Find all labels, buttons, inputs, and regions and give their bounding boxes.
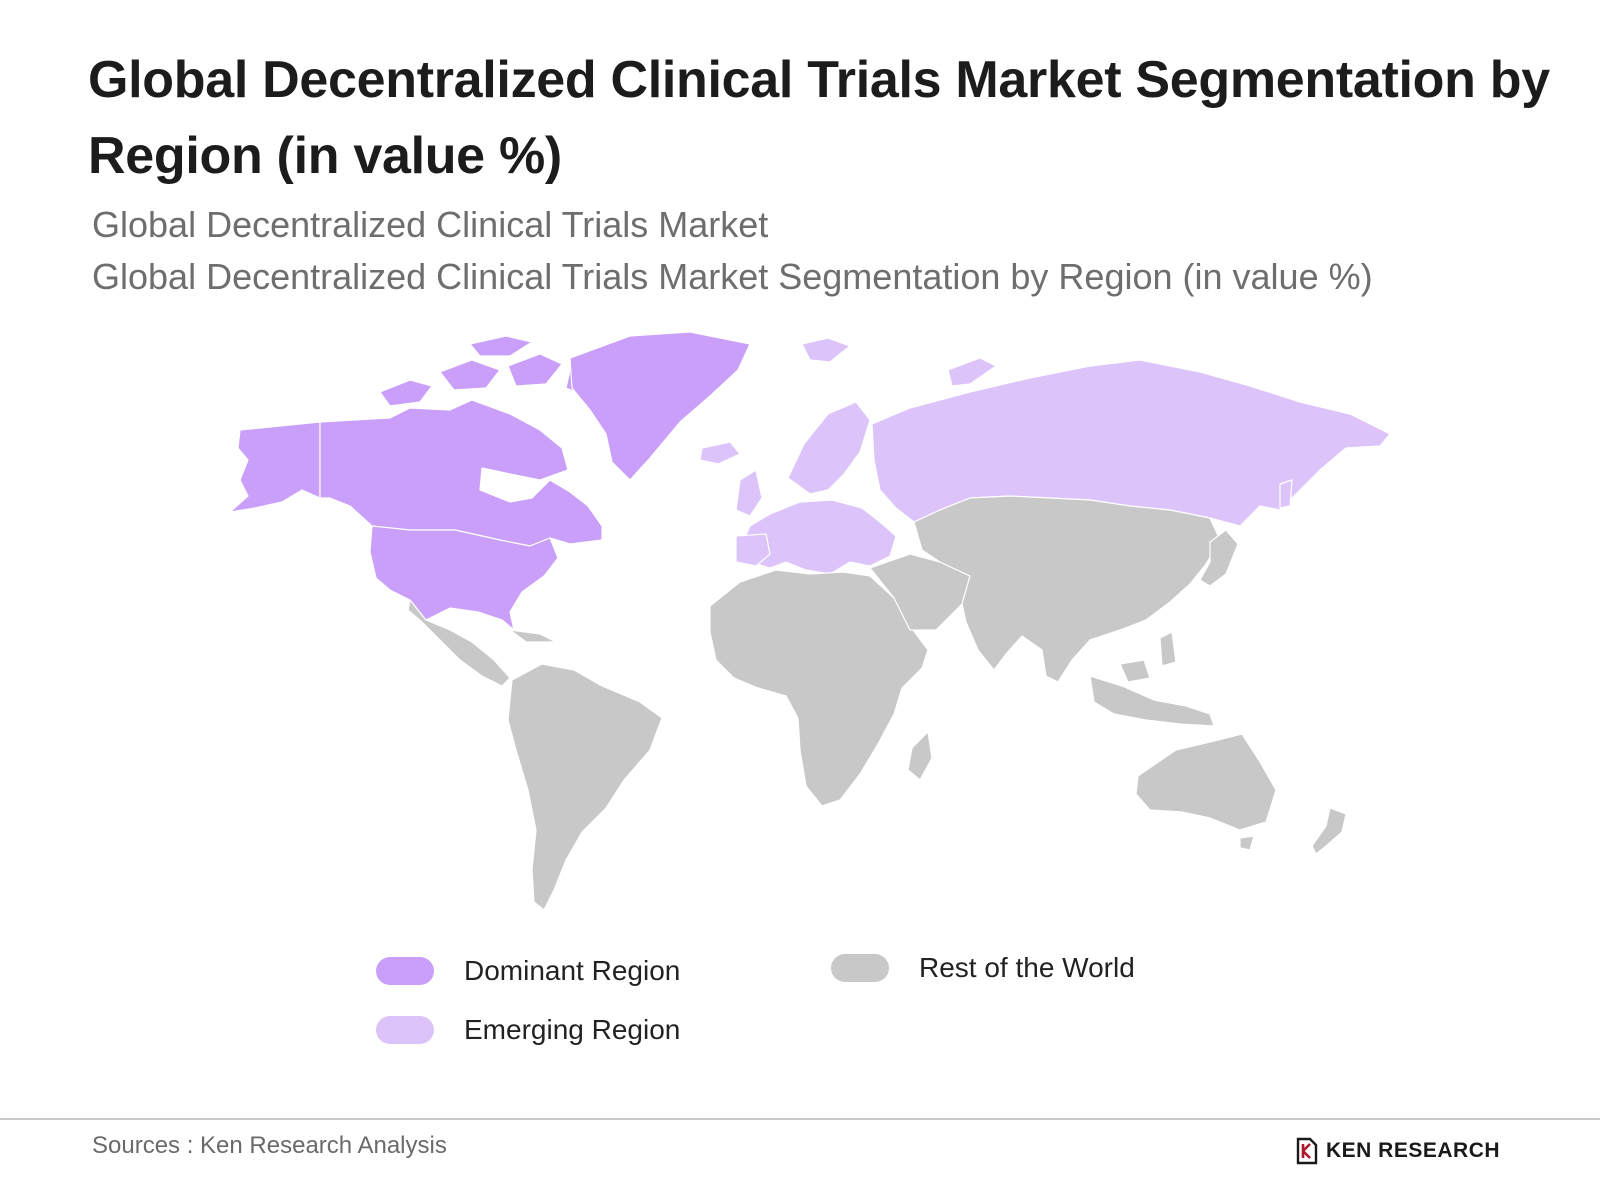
map-madagascar (907, 731, 933, 781)
map-australia (1135, 733, 1277, 831)
legend-swatch-emerging (376, 1016, 434, 1044)
source-note: Sources : Ken Research Analysis (92, 1132, 447, 1159)
map-south-america (507, 663, 663, 911)
map-europe (739, 499, 897, 575)
map-tasmania (1239, 835, 1255, 851)
legend-item-rest: Rest of the World (831, 952, 1135, 984)
legend-swatch-rest (831, 954, 889, 982)
map-mexico-central-america (407, 599, 511, 687)
map-greenland (569, 331, 751, 481)
map-scandinavia (787, 401, 871, 495)
subtitle-market: Global Decentralized Clinical Trials Mar… (92, 204, 769, 245)
map-southeast-asia-islands (1089, 631, 1215, 727)
region-rest-of-world (407, 495, 1347, 911)
map-alaska (229, 421, 321, 513)
map-novaya-zemlya (947, 357, 997, 387)
legend-item-dominant: Dominant Region (376, 955, 680, 987)
brand-logo: KEN RESEARCH (1296, 1136, 1500, 1166)
region-north-america (229, 331, 751, 631)
map-caribbean (509, 629, 557, 643)
ken-research-logo-icon (1296, 1137, 1318, 1165)
map-iceland (699, 441, 741, 465)
map-japan (1199, 529, 1239, 587)
legend-label-dominant: Dominant Region (464, 955, 681, 986)
footer-divider (0, 1118, 1600, 1120)
map-asia (913, 495, 1221, 683)
legend-swatch-dominant (376, 957, 434, 985)
map-uk (735, 469, 763, 517)
map-iberia (735, 533, 771, 567)
map-canada (319, 399, 603, 547)
map-svalbard (801, 337, 851, 363)
legend-label-emerging: Emerging Region (464, 1014, 681, 1045)
map-africa (709, 569, 929, 807)
legend-label-rest: Rest of the World (919, 952, 1135, 983)
world-map (229, 331, 1391, 911)
map-canada-arctic-islands (379, 335, 611, 407)
legend-item-emerging: Emerging Region (376, 1014, 680, 1046)
brand-name: KEN RESEARCH (1326, 1139, 1501, 1162)
subtitle-segmentation: Global Decentralized Clinical Trials Mar… (92, 256, 1373, 297)
map-russia (871, 359, 1391, 527)
page-title: Global Decentralized Clinical Trials Mar… (88, 51, 1550, 185)
map-sakhalin (1279, 479, 1293, 509)
map-usa (369, 525, 559, 631)
map-new-zealand (1311, 807, 1347, 855)
